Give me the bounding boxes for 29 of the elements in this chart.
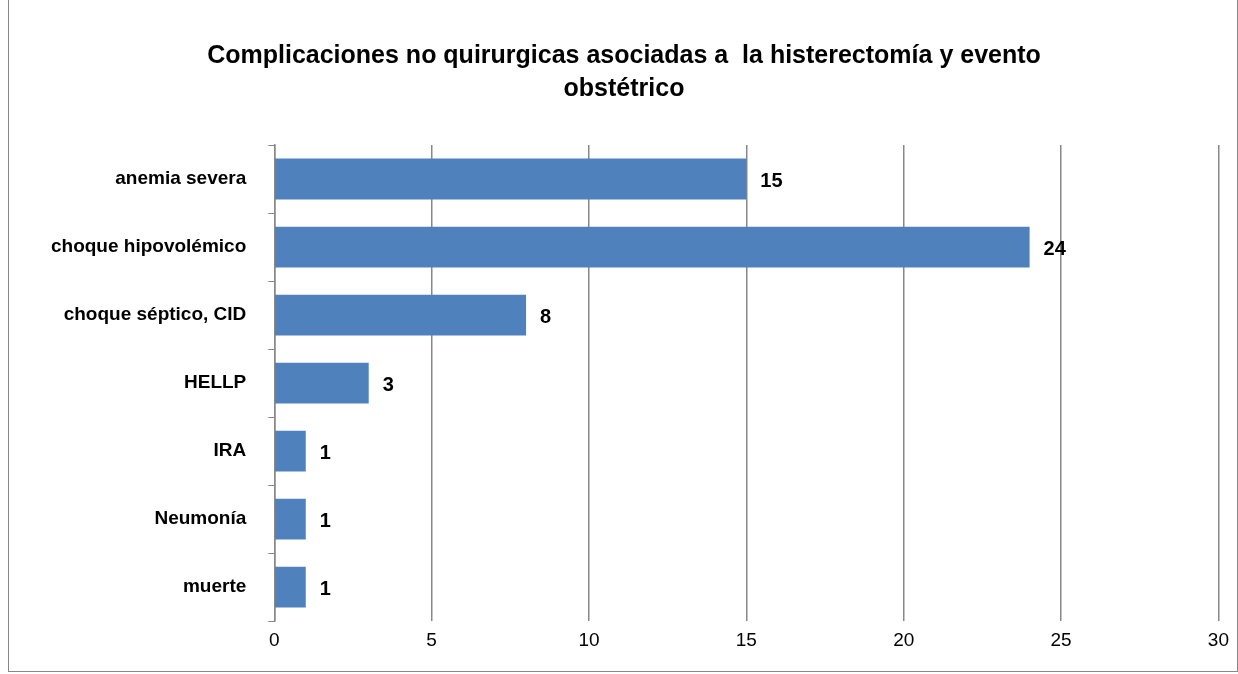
- x-tick-label: 25: [1050, 628, 1072, 650]
- data-label: 24: [1043, 236, 1067, 259]
- y-tick-label: choque hipovolémico: [50, 235, 247, 257]
- bar: [275, 294, 527, 336]
- x-tick-label: 30: [1207, 628, 1229, 650]
- bar: [275, 430, 306, 472]
- data-label: 1: [319, 508, 331, 531]
- bar: [275, 226, 1030, 268]
- data-label: 8: [540, 304, 552, 327]
- bar: [275, 362, 369, 404]
- y-tick-label: muerte: [182, 575, 247, 597]
- bar: [275, 158, 747, 200]
- x-tick-label: 20: [893, 628, 915, 650]
- bar: [275, 566, 306, 608]
- y-tick-label: Neumonía: [154, 507, 247, 529]
- data-label: 3: [382, 372, 394, 395]
- data-label: 15: [760, 168, 783, 191]
- chart-title: Complicaciones no quirurgicas asociadas a la histerectomía y evento obstétrico: [207, 40, 1041, 101]
- x-tick-label: 0: [269, 628, 280, 650]
- x-tick-label: 10: [578, 628, 600, 650]
- y-tick-label: choque séptico, CID: [63, 303, 247, 325]
- y-tick-label: HELLP: [184, 371, 247, 393]
- bar: [275, 498, 306, 540]
- x-tick-label: 5: [426, 628, 437, 650]
- y-tick-label: IRA: [213, 439, 247, 461]
- data-label: 1: [319, 576, 331, 599]
- y-tick-label: anemia severa: [115, 167, 247, 189]
- data-label: 1: [319, 440, 331, 463]
- x-tick-label: 15: [735, 628, 757, 650]
